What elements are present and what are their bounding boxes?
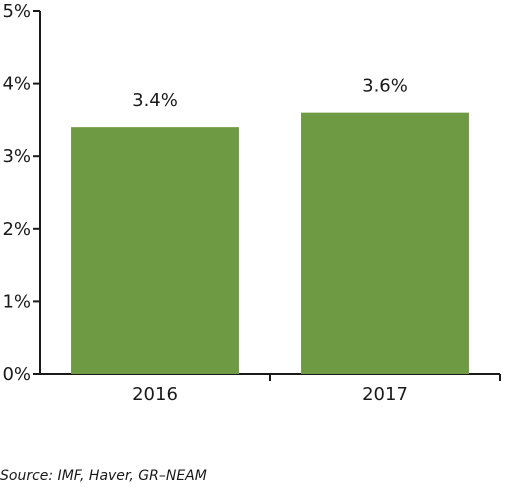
bar-chart: 0% 1% 2% 3% 4% 5% 2016 2017 3.4% 3.6% xyxy=(2,1,501,405)
y-tick-label: 1% xyxy=(2,291,31,312)
source-note: Source: IMF, Haver, GR–NEAM xyxy=(0,468,207,484)
data-labels-group: 3.4% 3.6% xyxy=(132,76,408,112)
bar-2016 xyxy=(71,127,239,374)
y-tick-label: 5% xyxy=(2,1,31,22)
data-label-2017: 3.6% xyxy=(362,76,408,97)
x-axis-ticks: 2016 2017 xyxy=(132,374,501,405)
x-tick-label-2017: 2017 xyxy=(362,384,408,405)
y-tick-label: 2% xyxy=(2,219,31,240)
y-tick-label: 3% xyxy=(2,146,31,167)
bar-2017 xyxy=(301,112,469,374)
data-label-2016: 3.4% xyxy=(132,90,178,111)
y-tick-label: 4% xyxy=(2,74,31,95)
y-axis-ticks: 0% 1% 2% 3% 4% 5% xyxy=(2,1,40,385)
bars-group xyxy=(71,112,469,374)
y-tick-label: 0% xyxy=(2,364,31,385)
x-tick-label-2016: 2016 xyxy=(132,384,178,405)
